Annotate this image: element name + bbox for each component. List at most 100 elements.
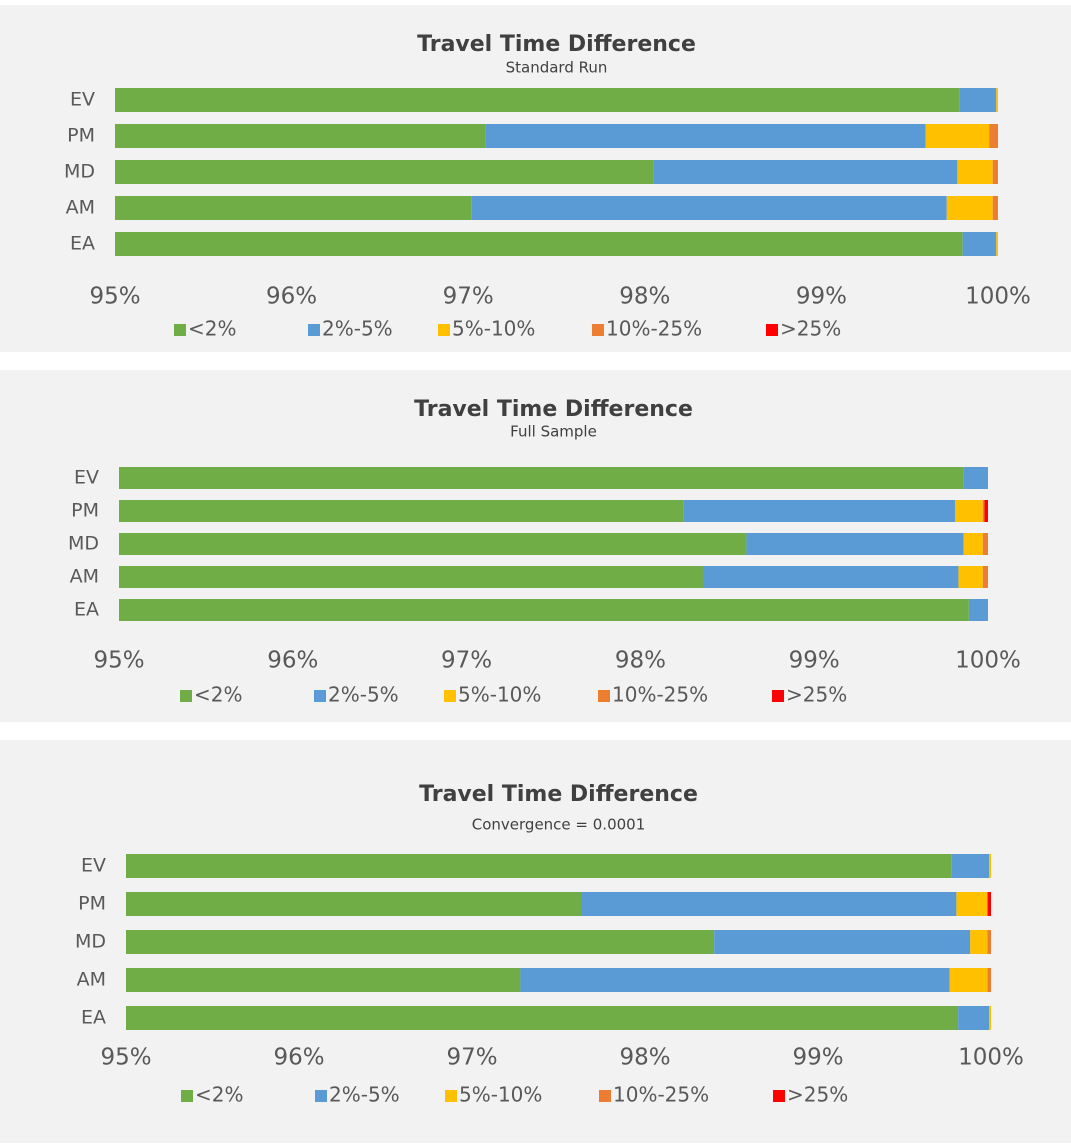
bar-segment (119, 599, 969, 621)
bar-segment (957, 160, 993, 184)
bar-segment (580, 892, 957, 916)
chart-subtitle: Convergence = 0.0001 (472, 816, 646, 834)
bar-segment (119, 566, 703, 588)
x-tick-label: 96% (273, 1045, 324, 1071)
x-tick-label: 95% (93, 648, 144, 674)
x-tick-label: 99% (792, 1045, 843, 1071)
bar-segment (714, 930, 971, 954)
x-tick-label: 99% (796, 284, 847, 310)
bar-segment (119, 467, 964, 489)
legend-label: 10%-25% (612, 683, 708, 707)
bar-segment (982, 566, 988, 588)
y-tick-label: EA (74, 599, 99, 621)
chart-title: Travel Time Difference (414, 397, 693, 422)
bar-segment (982, 533, 988, 555)
bar-segment (996, 232, 998, 256)
bar-segment (471, 196, 947, 220)
bar-segment (984, 500, 988, 522)
legend-label: 5%-10% (452, 317, 535, 341)
bar-segment (119, 500, 684, 522)
x-tick-label: 98% (615, 648, 666, 674)
legend-label: 2%-5% (328, 683, 399, 707)
bar-segment (126, 1006, 959, 1030)
x-tick-label: 95% (89, 284, 140, 310)
chart-subtitle: Standard Run (506, 59, 608, 77)
y-tick-label: EV (70, 89, 95, 111)
x-tick-label: 100% (958, 1045, 1024, 1071)
x-tick-label: 97% (441, 648, 492, 674)
legend-label: 10%-25% (606, 317, 702, 341)
legend-swatch (445, 1090, 457, 1102)
legend-label: 5%-10% (458, 683, 541, 707)
y-tick-label: EA (70, 233, 95, 255)
bar-segment (485, 124, 926, 148)
bar-segment (115, 160, 654, 184)
chart-title: Travel Time Difference (419, 782, 698, 807)
x-tick-label: 98% (619, 1045, 670, 1071)
bar-segment (958, 566, 983, 588)
bar-segment (126, 892, 581, 916)
bar-segment (963, 533, 983, 555)
y-tick-label: MD (75, 931, 106, 953)
legend-swatch (772, 690, 784, 702)
y-tick-label: AM (70, 566, 99, 588)
bar-segment (115, 232, 963, 256)
bar-segment (970, 930, 988, 954)
chart-subtitle: Full Sample (510, 423, 597, 441)
bar-segment (962, 232, 997, 256)
legend-swatch (438, 324, 450, 336)
legend-swatch (598, 690, 610, 702)
y-tick-label: MD (68, 533, 99, 555)
bar-segment (115, 124, 486, 148)
y-tick-label: MD (64, 161, 95, 183)
y-tick-label: AM (66, 197, 95, 219)
legend-swatch (180, 690, 192, 702)
bar-segment (115, 88, 960, 112)
x-tick-label: 100% (955, 648, 1021, 674)
bar-segment (520, 968, 950, 992)
y-tick-label: EV (74, 467, 99, 489)
bar-segment (946, 196, 993, 220)
legend-swatch (314, 690, 326, 702)
y-tick-label: PM (71, 500, 99, 522)
bar-segment (987, 968, 991, 992)
legend-swatch (181, 1090, 193, 1102)
bar-segment (126, 930, 715, 954)
y-tick-label: PM (78, 893, 106, 915)
legend-swatch (599, 1090, 611, 1102)
bar-segment (956, 892, 988, 916)
bar-segment (925, 124, 990, 148)
legend-swatch (308, 324, 320, 336)
x-tick-label: 95% (100, 1045, 151, 1071)
bar-segment (989, 124, 998, 148)
bar-segment (992, 160, 998, 184)
y-tick-label: EA (81, 1007, 106, 1029)
legend-swatch (766, 324, 778, 336)
x-tick-label: 99% (789, 648, 840, 674)
x-tick-label: 100% (965, 284, 1031, 310)
y-tick-label: PM (67, 125, 95, 147)
legend-label: <2% (188, 317, 237, 341)
y-tick-label: EV (81, 855, 106, 877)
bar-segment (968, 599, 988, 621)
legend-swatch (315, 1090, 327, 1102)
bar-segment (126, 968, 521, 992)
legend-label: <2% (194, 683, 243, 707)
x-tick-label: 97% (443, 284, 494, 310)
bar-segment (987, 892, 991, 916)
bar-segment (987, 930, 991, 954)
legend-label: 10%-25% (613, 1083, 709, 1107)
legend-swatch (444, 690, 456, 702)
bar-segment (989, 854, 991, 878)
x-tick-label: 98% (619, 284, 670, 310)
chart-title: Travel Time Difference (417, 32, 696, 57)
bar-segment (958, 1006, 990, 1030)
bar-segment (949, 968, 988, 992)
y-tick-label: AM (77, 969, 106, 991)
bar-segment (702, 566, 959, 588)
bar-segment (992, 196, 998, 220)
legend-label: 2%-5% (322, 317, 393, 341)
x-tick-label: 96% (266, 284, 317, 310)
x-tick-label: 96% (267, 648, 318, 674)
